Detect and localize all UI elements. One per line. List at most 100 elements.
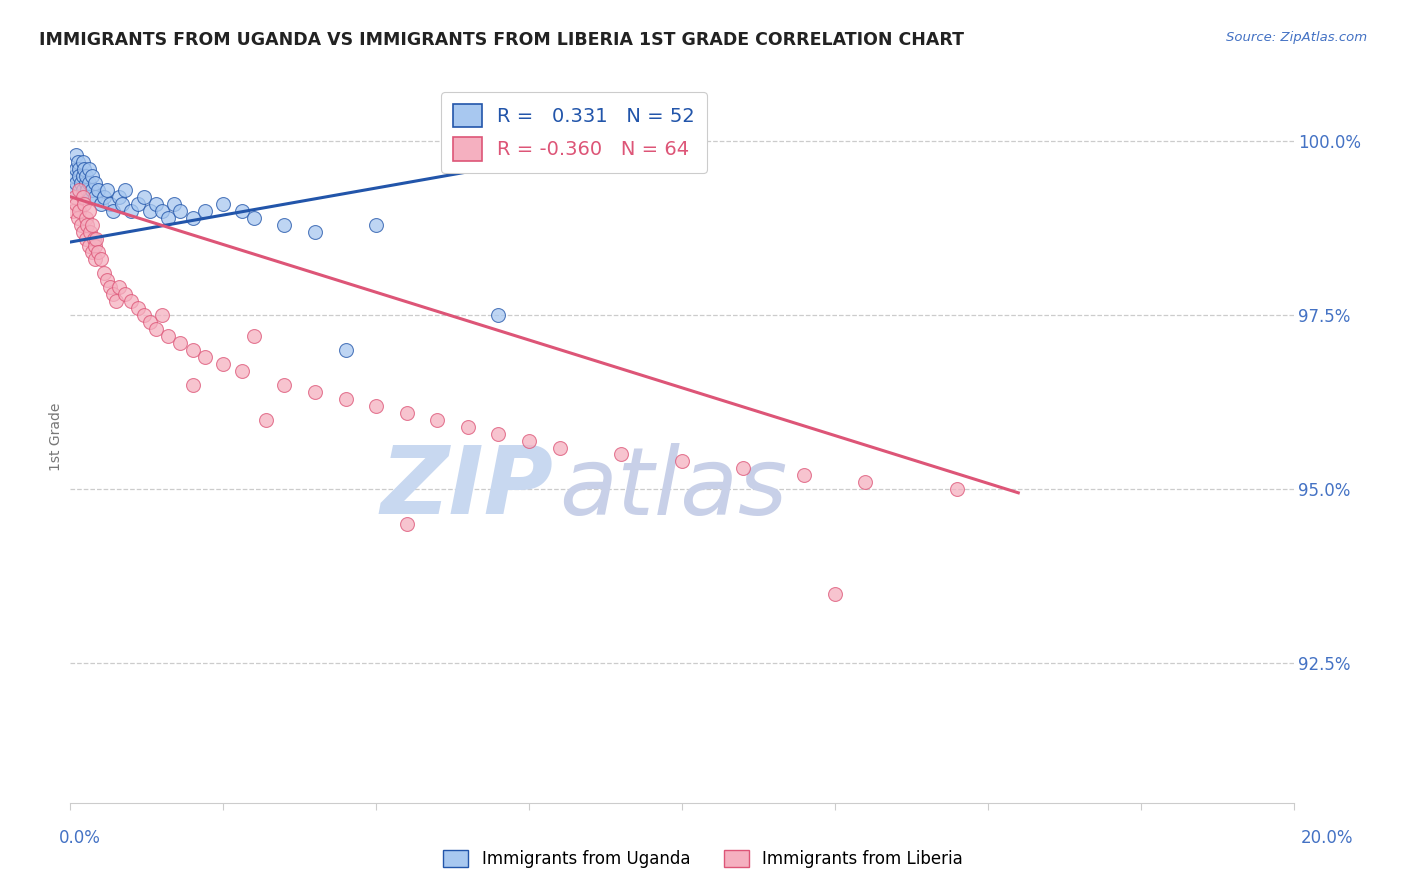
- Point: [335, 343, 357, 357]
- Point: [145, 196, 167, 211]
- Text: ZIP: ZIP: [381, 442, 554, 534]
- Point: [671, 454, 693, 468]
- Point: [72, 169, 94, 183]
- Point: [66, 211, 89, 225]
- Point: [63, 169, 86, 183]
- Point: [93, 266, 115, 280]
- Point: [114, 183, 136, 197]
- Point: [98, 280, 121, 294]
- Text: atlas: atlas: [560, 442, 787, 533]
- Point: [169, 203, 191, 218]
- Point: [114, 287, 136, 301]
- Point: [77, 176, 100, 190]
- Point: [80, 169, 103, 183]
- Point: [72, 155, 94, 169]
- Point: [75, 169, 97, 183]
- Point: [610, 448, 633, 462]
- Point: [212, 357, 235, 371]
- Point: [76, 183, 98, 197]
- Point: [127, 301, 149, 316]
- Point: [69, 169, 91, 183]
- Point: [108, 280, 131, 294]
- Point: [855, 475, 877, 490]
- Text: 20.0%: 20.0%: [1301, 829, 1354, 847]
- Point: [231, 364, 253, 378]
- Point: [72, 190, 94, 204]
- Point: [80, 245, 103, 260]
- Point: [73, 161, 96, 176]
- Point: [157, 329, 180, 343]
- Point: [426, 412, 449, 426]
- Point: [181, 211, 204, 225]
- Point: [101, 287, 124, 301]
- Point: [488, 426, 510, 441]
- Point: [121, 203, 143, 218]
- Point: [96, 273, 118, 287]
- Point: [62, 203, 84, 218]
- Point: [65, 176, 87, 190]
- Point: [77, 203, 100, 218]
- Point: [150, 308, 173, 322]
- Point: [93, 190, 115, 204]
- Point: [150, 203, 173, 218]
- Point: [80, 183, 103, 197]
- Point: [87, 183, 110, 197]
- Point: [101, 203, 124, 218]
- Point: [84, 231, 107, 245]
- Point: [69, 203, 91, 218]
- Point: [65, 161, 87, 176]
- Point: [145, 322, 167, 336]
- Point: [90, 196, 112, 211]
- Point: [72, 183, 94, 197]
- Point: [69, 161, 91, 176]
- Point: [70, 218, 93, 232]
- Point: [79, 225, 101, 239]
- Point: [640, 148, 662, 162]
- Point: [304, 384, 326, 399]
- Point: [65, 196, 87, 211]
- Point: [75, 231, 97, 245]
- Point: [139, 315, 162, 329]
- Point: [70, 176, 93, 190]
- Point: [77, 190, 100, 204]
- Point: [77, 238, 100, 252]
- Point: [304, 225, 326, 239]
- Point: [83, 176, 105, 190]
- Point: [83, 231, 105, 245]
- Point: [80, 218, 103, 232]
- Point: [243, 211, 266, 225]
- Point: [121, 294, 143, 309]
- Point: [181, 377, 204, 392]
- Point: [212, 196, 235, 211]
- Point: [83, 190, 105, 204]
- Point: [181, 343, 204, 357]
- Point: [731, 461, 754, 475]
- Legend: Immigrants from Uganda, Immigrants from Liberia: Immigrants from Uganda, Immigrants from …: [437, 843, 969, 875]
- Point: [132, 190, 155, 204]
- Point: [83, 252, 105, 267]
- Y-axis label: 1st Grade: 1st Grade: [49, 403, 63, 471]
- Point: [946, 483, 969, 497]
- Point: [163, 196, 186, 211]
- Point: [517, 434, 540, 448]
- Point: [69, 183, 91, 197]
- Point: [139, 203, 162, 218]
- Point: [63, 190, 86, 204]
- Point: [157, 211, 180, 225]
- Point: [96, 183, 118, 197]
- Point: [75, 176, 97, 190]
- Point: [366, 218, 388, 232]
- Legend: R =   0.331   N = 52, R = -0.360   N = 64: R = 0.331 N = 52, R = -0.360 N = 64: [441, 92, 707, 172]
- Point: [73, 196, 96, 211]
- Point: [488, 308, 510, 322]
- Point: [87, 245, 110, 260]
- Point: [824, 587, 846, 601]
- Point: [457, 419, 479, 434]
- Point: [83, 238, 105, 252]
- Text: Source: ZipAtlas.com: Source: ZipAtlas.com: [1226, 31, 1367, 45]
- Point: [65, 148, 87, 162]
- Point: [127, 196, 149, 211]
- Point: [231, 203, 253, 218]
- Point: [72, 225, 94, 239]
- Text: IMMIGRANTS FROM UGANDA VS IMMIGRANTS FROM LIBERIA 1ST GRADE CORRELATION CHART: IMMIGRANTS FROM UGANDA VS IMMIGRANTS FRO…: [39, 31, 965, 49]
